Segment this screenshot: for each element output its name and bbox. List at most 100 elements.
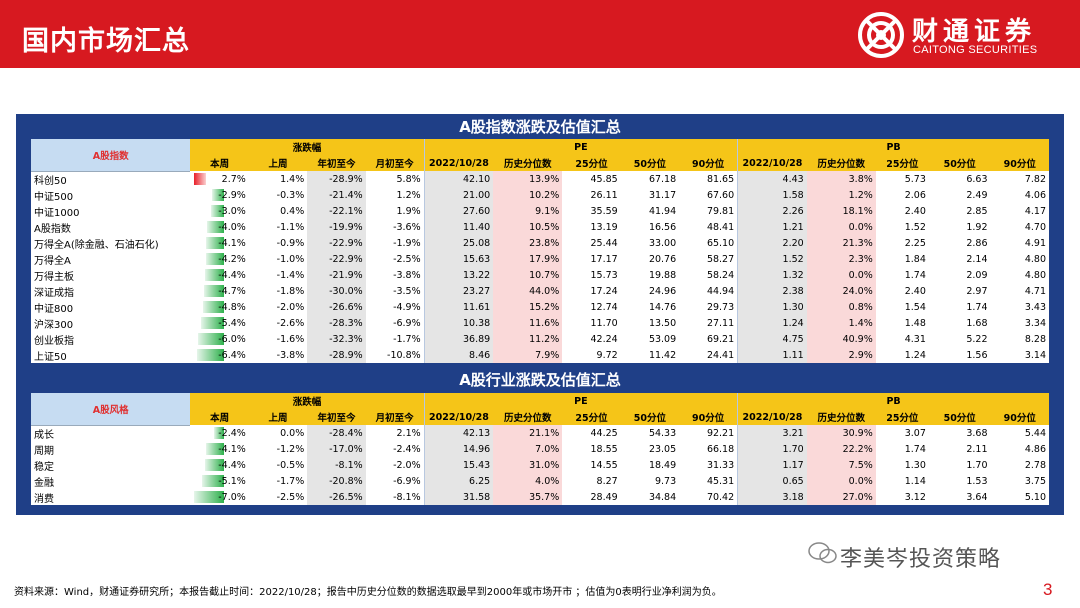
- cell-value: 13.19: [590, 221, 618, 233]
- column-header: 月初至今: [365, 409, 425, 425]
- cell-value: 2.78: [1024, 459, 1046, 471]
- cell-value: 1.30: [904, 459, 926, 471]
- cell-value: 2.3%: [806, 251, 876, 267]
- cell-value: 1.70: [737, 441, 807, 457]
- column-header: 年初至今: [307, 155, 366, 171]
- week-change-bar: [198, 333, 225, 345]
- cell-value: -6.9%: [365, 315, 425, 331]
- cell-value: 1.53: [966, 475, 988, 487]
- cell-value: 17.9%: [493, 251, 563, 267]
- column-header: 25分位: [562, 409, 621, 425]
- cell-value: 70.42: [679, 489, 739, 505]
- week-change-cell: -5.4%: [190, 315, 248, 331]
- week-change-cell: -3.0%: [190, 203, 248, 219]
- cell-value: 81.65: [679, 171, 739, 187]
- cell-value: 42.10: [424, 171, 494, 187]
- cell-value: 0.0%: [806, 219, 876, 235]
- week-change-bar: [214, 427, 225, 439]
- cell-value: -4.0%: [218, 221, 246, 233]
- cell-value: 8.46: [424, 347, 494, 363]
- style-valuation-table: A股风格 涨跌幅 PE PB 本周 上周 年初至今 月初至今 2022/10/28 历史分位数 25…: [31, 393, 1049, 505]
- cell-value: 1.52: [737, 251, 807, 267]
- cell-value: 5.10: [1024, 491, 1046, 503]
- cell-value: 42.13: [424, 425, 494, 441]
- cell-value: 11.61: [424, 299, 494, 315]
- week-change-cell: 2.7%: [190, 171, 248, 187]
- week-change-bar: [205, 269, 225, 281]
- cell-value: -6.9%: [365, 473, 425, 489]
- cell-value: 1.9%: [365, 203, 425, 219]
- cell-value: 9.1%: [493, 203, 563, 219]
- cell-value: 21.1%: [493, 425, 563, 441]
- cell-value: 1.2%: [806, 187, 876, 203]
- cell-value: -0.3%: [276, 189, 305, 201]
- table-row: 万得全A -4.2% -1.0% -22.9% -2.5% 15.63 17.9% 17.17…: [31, 251, 1049, 267]
- caitong-logo-icon: [858, 12, 904, 58]
- column-header: 25分位: [562, 155, 621, 171]
- cell-value: -3.8%: [276, 349, 305, 361]
- cell-value: -32.3%: [307, 331, 366, 347]
- group-pb-header: PB: [737, 393, 1049, 409]
- cell-value: 1.54: [904, 301, 926, 313]
- cell-value: 2.1%: [365, 425, 425, 441]
- cell-value: 1.52: [904, 221, 926, 233]
- logo-text-cn: 财通证券: [912, 17, 1037, 47]
- column-header: 2022/10/28: [424, 409, 494, 425]
- cell-value: 8.28: [1024, 333, 1046, 345]
- row-label: 科创50: [31, 171, 191, 187]
- cell-value: 2.09: [966, 269, 988, 281]
- cell-value: -17.0%: [307, 441, 366, 457]
- cell-value: 7.9%: [493, 347, 563, 363]
- cell-value: -6.4%: [218, 349, 246, 361]
- cell-value: 0.0%: [806, 473, 876, 489]
- cell-value: 31.58: [424, 489, 494, 505]
- cell-value: -28.3%: [307, 315, 366, 331]
- column-header: 90分位: [679, 155, 739, 171]
- cell-value: 2.49: [966, 189, 988, 201]
- cell-value: 27.60: [424, 203, 494, 219]
- cell-value: 15.43: [424, 457, 494, 473]
- week-change-cell: -6.4%: [190, 347, 248, 363]
- cell-value: -4.9%: [365, 299, 425, 315]
- cell-value: -2.6%: [276, 317, 305, 329]
- cell-value: 2.85: [966, 205, 988, 217]
- cell-value: 0.0%: [280, 427, 305, 439]
- table-row: 金融 -5.1% -1.7% -20.8% -6.9% 6.25 4.0% 8.27 9.73 4…: [31, 473, 1049, 489]
- row-label: 中证1000: [31, 203, 191, 219]
- cell-value: -4.2%: [218, 253, 246, 265]
- cell-value: 11.6%: [493, 315, 563, 331]
- cell-value: 54.33: [648, 427, 677, 439]
- cell-value: 2.11: [966, 443, 988, 455]
- cell-value: 92.21: [679, 425, 739, 441]
- cell-value: 3.21: [737, 425, 807, 441]
- cell-value: -26.6%: [307, 299, 366, 315]
- row-label: 成长: [31, 425, 191, 441]
- week-change-cell: -2.9%: [190, 187, 248, 203]
- cell-value: 3.12: [904, 491, 926, 503]
- cell-value: 3.14: [1024, 349, 1046, 361]
- cell-value: 3.64: [966, 491, 988, 503]
- cell-value: -6.0%: [218, 333, 246, 345]
- cell-value: 66.18: [679, 441, 739, 457]
- row-label: 周期: [31, 441, 191, 457]
- week-change-cell: -4.0%: [190, 219, 248, 235]
- cell-value: 15.63: [424, 251, 494, 267]
- cell-value: 5.8%: [365, 171, 425, 187]
- cell-value: -4.1%: [218, 237, 246, 249]
- column-header: 历史分位数: [806, 155, 876, 171]
- table-row: 周期 -4.1% -1.2% -17.0% -2.4% 14.96 7.0% 18.55 23.…: [31, 441, 1049, 457]
- cell-value: 29.73: [679, 299, 739, 315]
- cell-value: 0.65: [737, 473, 807, 489]
- table2-title: A股行业涨跌及估值汇总: [459, 371, 621, 389]
- cell-value: -5.4%: [218, 317, 246, 329]
- cell-value: 3.34: [1024, 317, 1046, 329]
- cell-value: 1.24: [737, 315, 807, 331]
- cell-value: 23.8%: [493, 235, 563, 251]
- cell-value: 4.17: [1024, 205, 1046, 217]
- cell-value: 33.00: [648, 237, 677, 249]
- week-change-bar: [201, 317, 225, 329]
- cell-value: 1.4%: [806, 315, 876, 331]
- cell-value: -1.0%: [276, 253, 305, 265]
- cell-value: 1.56: [966, 349, 988, 361]
- cell-value: 2.40: [904, 285, 926, 297]
